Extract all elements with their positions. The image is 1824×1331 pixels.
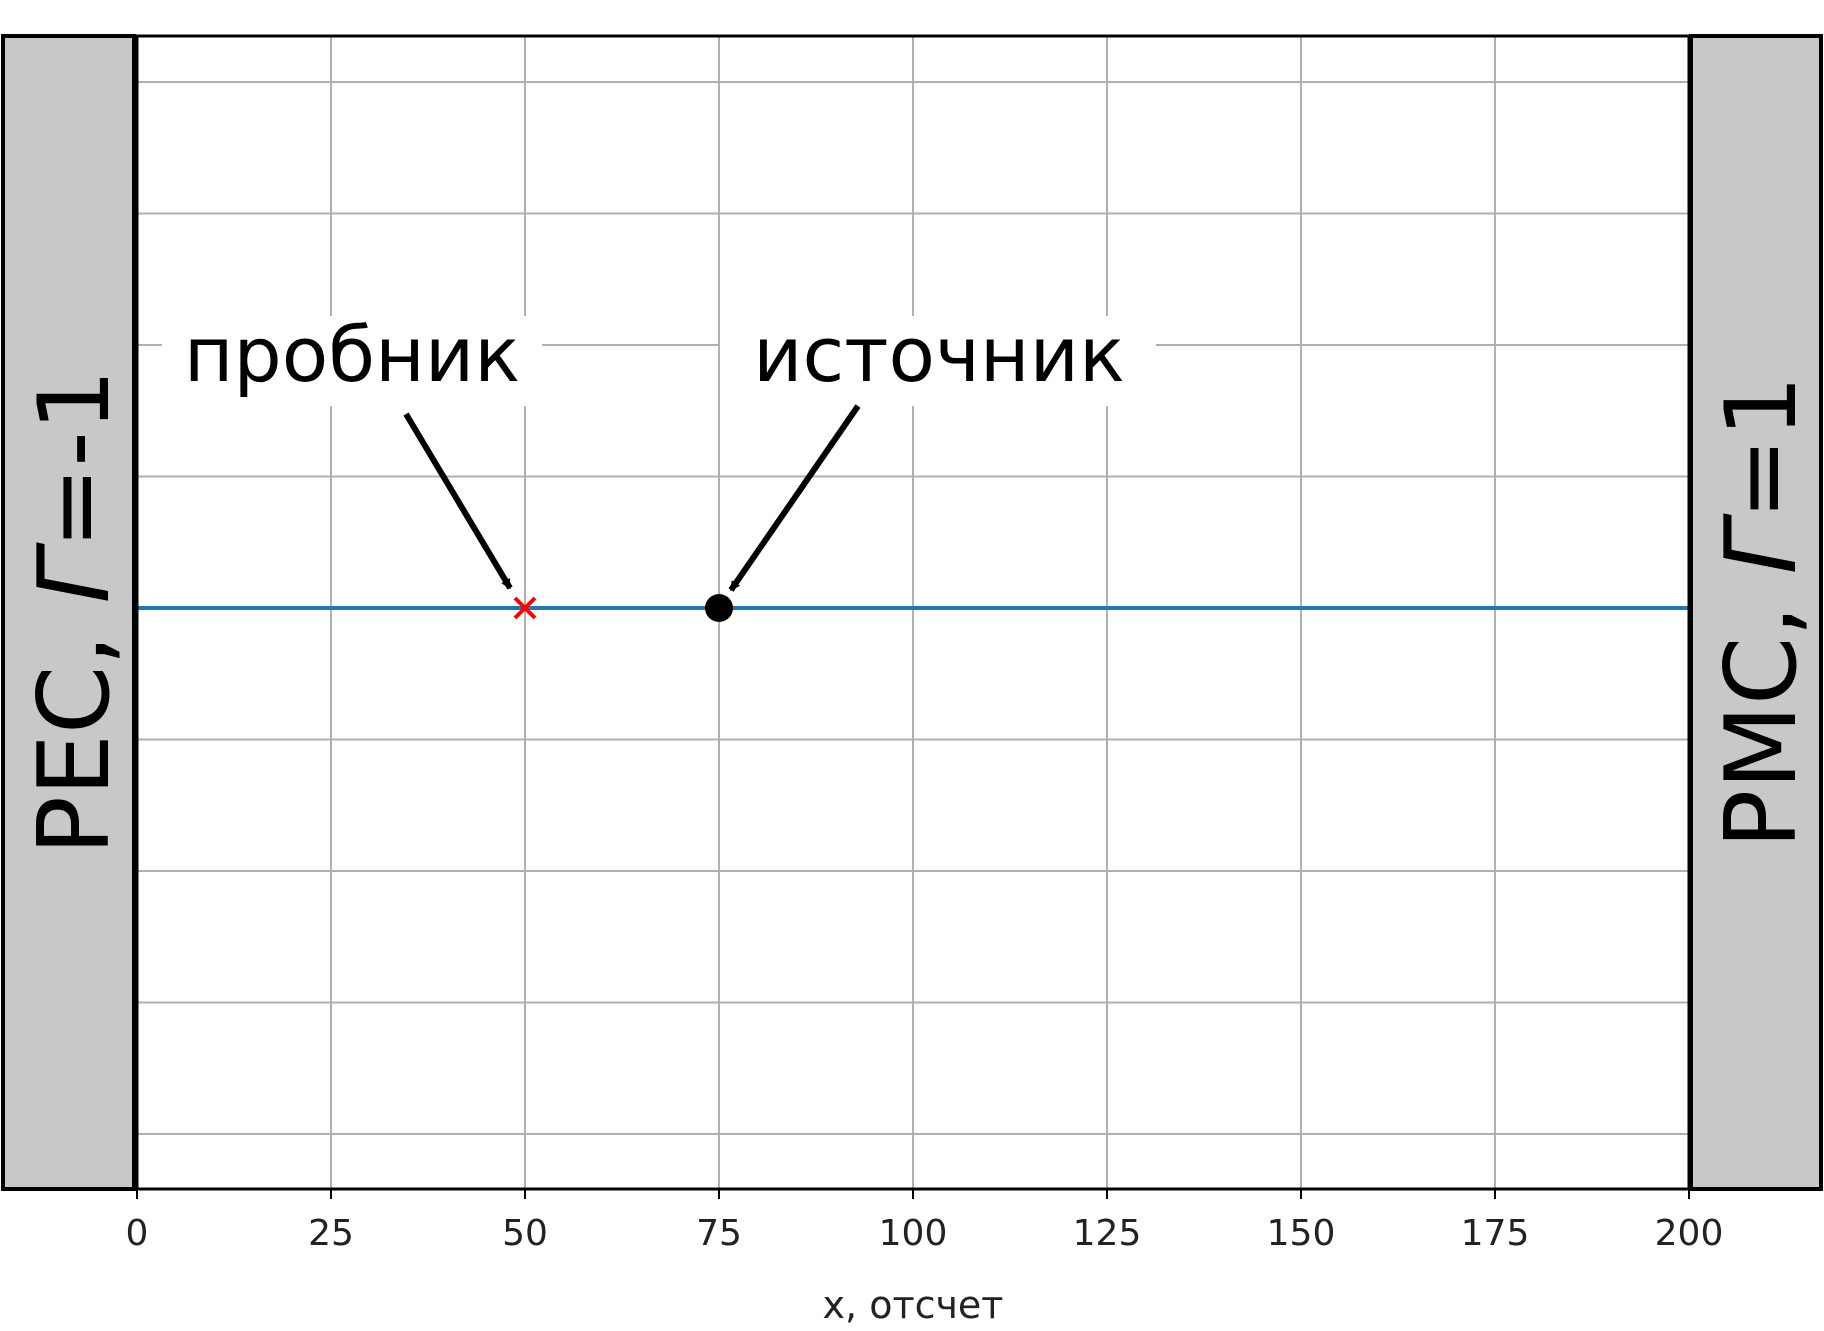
left-boundary-wall: PEC, Γ=-1	[1, 34, 136, 1191]
x-tick-label: 100	[879, 1213, 948, 1254]
right-boundary-wall: PMC, Γ=1	[1689, 34, 1823, 1191]
pec-wall-label: PEC, Γ=-1	[18, 369, 132, 855]
x-tick-label: 50	[502, 1213, 548, 1254]
probe-marker	[513, 596, 537, 620]
source-arrow	[728, 404, 861, 592]
probe-annotation: пробник	[162, 310, 542, 620]
probe-arrow	[403, 412, 513, 590]
x-axis-label: x, отсчет	[823, 1283, 1004, 1327]
source-label-background	[720, 316, 1156, 406]
pmc-wall-label: PMC, Γ=1	[1705, 375, 1819, 848]
pec-wall	[1, 34, 136, 1191]
x-tick-label: 175	[1461, 1213, 1530, 1254]
x-tick-label: 25	[308, 1213, 354, 1254]
x-tick-label: 150	[1267, 1213, 1336, 1254]
probe-label: пробник	[184, 310, 520, 399]
source-annotation: источник	[705, 310, 1156, 622]
x-axis-ticks: 0 25 50 75 100 125 150 175 200	[126, 1189, 1724, 1254]
x-tick-label: 0	[126, 1213, 149, 1254]
x-tick-label: 75	[696, 1213, 742, 1254]
pmc-wall	[1689, 34, 1823, 1191]
x-tick-label: 200	[1655, 1213, 1724, 1254]
x-tick-label: 125	[1073, 1213, 1142, 1254]
source-label: источник	[753, 310, 1125, 399]
probe-label-background	[162, 316, 542, 406]
source-marker	[705, 594, 733, 622]
probe-cross-stroke	[513, 596, 537, 620]
